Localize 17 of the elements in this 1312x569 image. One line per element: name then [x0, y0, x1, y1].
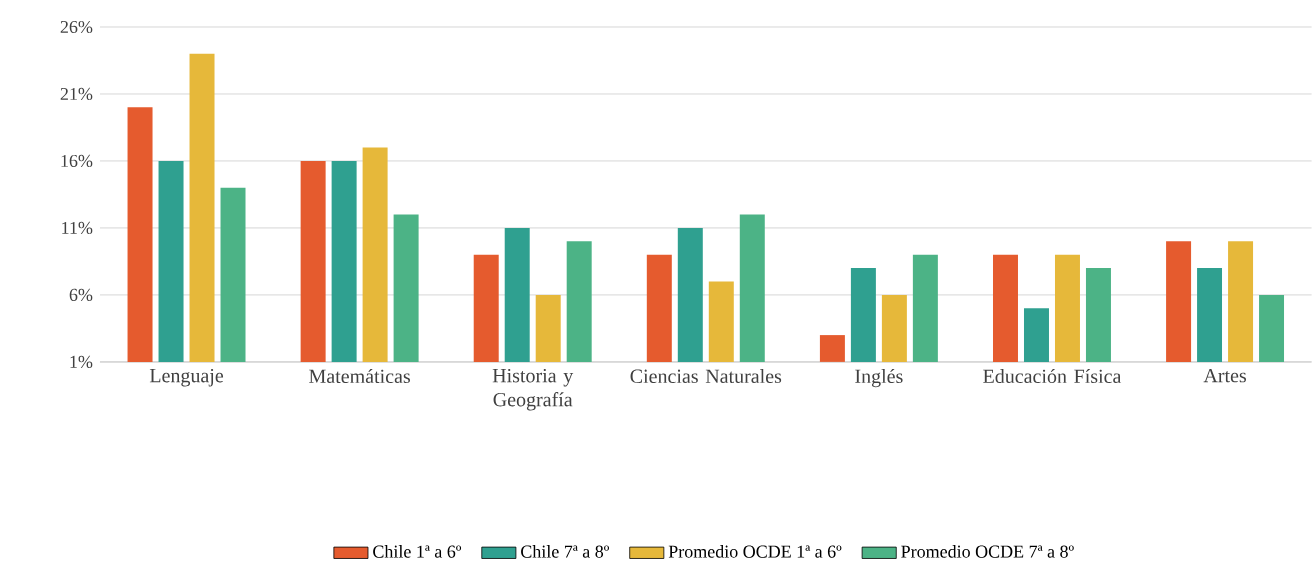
- legend-label: Promedio OCDE 7ª a 8º: [901, 545, 1074, 558]
- y-tick-label: 11%: [62, 221, 93, 235]
- legend-label: Chile 7ª a 8º: [521, 545, 610, 558]
- y-tick-label: 16%: [61, 154, 93, 168]
- x-tick-label: Lenguaje: [149, 369, 224, 387]
- x-tick-label: Matemáticas: [309, 369, 410, 384]
- y-tick-label: 26%: [60, 20, 93, 34]
- x-tick-label: Educación Física: [983, 369, 1122, 384]
- y-tick-label: 6%: [69, 288, 93, 302]
- x-tick-label: Inglés: [855, 369, 903, 388]
- x-tick-label: Ciencias Naturales: [630, 369, 782, 384]
- legend-label: Promedio OCDE 1ª a 6º: [668, 545, 842, 558]
- x-tick-label: Historia y Geografía: [492, 369, 574, 411]
- y-tick-label: 1%: [70, 355, 93, 369]
- legend-label: Chile 1ª a 6º: [373, 545, 462, 558]
- x-tick-label: Artes: [1203, 369, 1246, 383]
- y-tick-label: 21%: [60, 87, 93, 101]
